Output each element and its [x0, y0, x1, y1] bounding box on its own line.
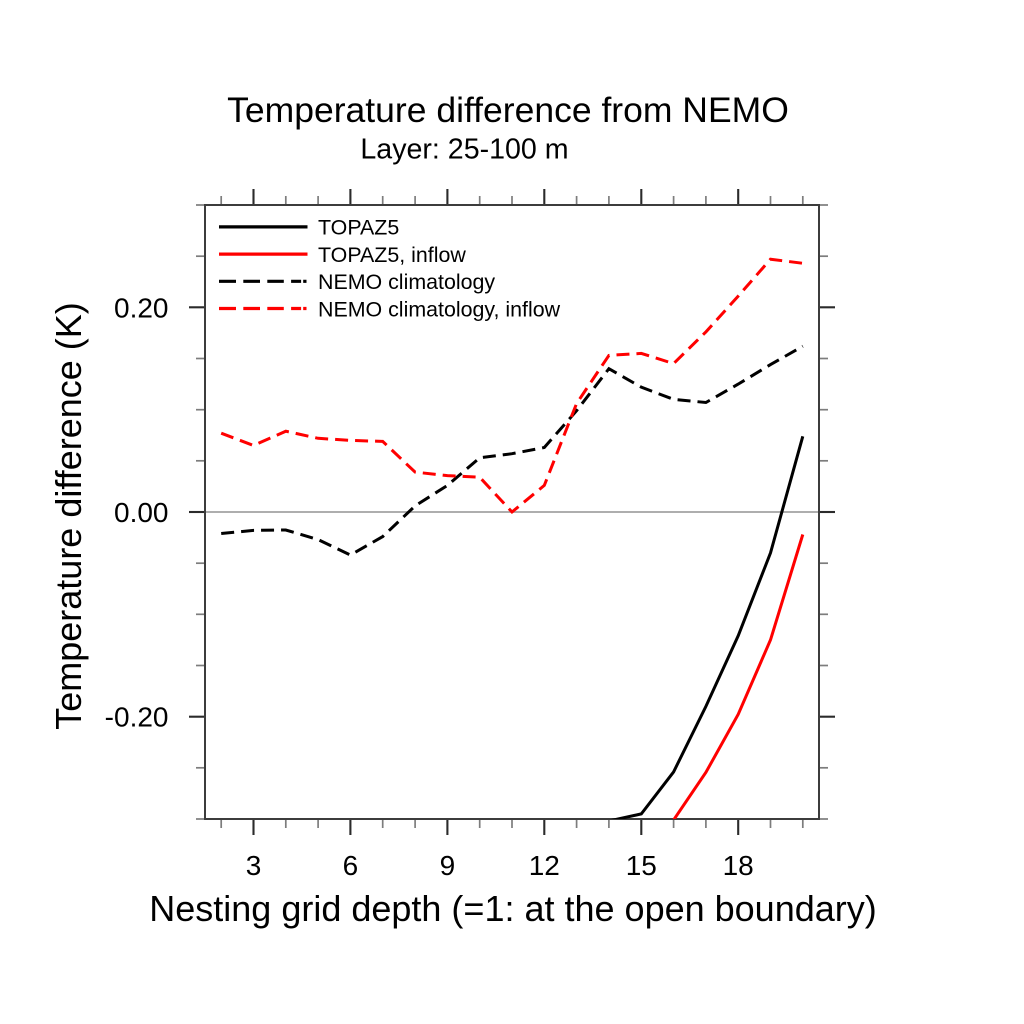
svg-text:NEMO climatology, inflow: NEMO climatology, inflow [318, 297, 561, 321]
svg-text:18: 18 [723, 850, 754, 881]
svg-text:Temperature difference (K): Temperature difference (K) [48, 302, 89, 730]
svg-text:TOPAZ5: TOPAZ5 [318, 216, 399, 240]
svg-text:0.20: 0.20 [114, 292, 169, 323]
svg-text:3: 3 [246, 850, 262, 881]
svg-text:NEMO climatology: NEMO climatology [318, 270, 495, 294]
svg-text:Temperature difference from NE: Temperature difference from NEMO [227, 90, 789, 130]
svg-text:Layer: 25-100 m: Layer: 25-100 m [360, 134, 568, 166]
svg-text:-0.20: -0.20 [105, 702, 169, 733]
svg-text:9: 9 [440, 850, 456, 881]
svg-text:15: 15 [626, 850, 657, 881]
svg-text:TOPAZ5, inflow: TOPAZ5, inflow [318, 243, 466, 267]
svg-text:6: 6 [343, 850, 359, 881]
svg-text:Nesting grid depth (=1: at the: Nesting grid depth (=1: at the open boun… [149, 888, 877, 929]
svg-text:12: 12 [529, 850, 560, 881]
svg-text:0.00: 0.00 [114, 497, 169, 528]
